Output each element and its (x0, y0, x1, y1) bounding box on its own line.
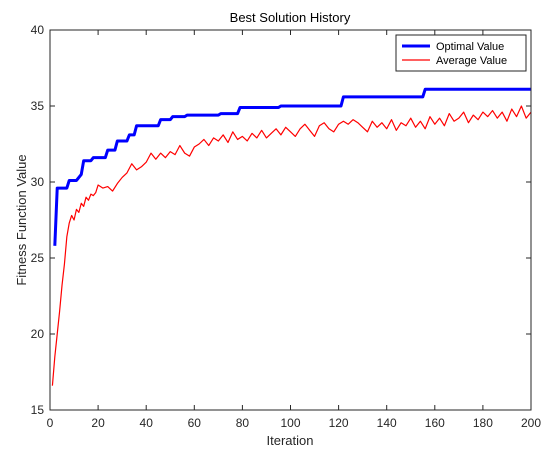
y-tick-label: 30 (31, 175, 45, 189)
x-tick-label: 20 (91, 416, 105, 430)
x-tick-label: 160 (425, 416, 445, 430)
series-line-optimal-value (53, 87, 531, 246)
x-tick-label: 100 (280, 416, 300, 430)
x-tick-label: 0 (47, 416, 54, 430)
legend-box (395, 34, 527, 72)
x-tick-label: 200 (521, 416, 541, 430)
y-tick-label: 15 (31, 403, 45, 417)
legend-label-average-value: Average Value (436, 55, 507, 67)
y-axis-label: Fitness Function Value (14, 154, 29, 285)
y-tick-label: 35 (31, 99, 45, 113)
x-tick-label: 40 (140, 416, 154, 430)
y-tick-label: 25 (31, 251, 45, 265)
x-tick-label: 180 (473, 416, 493, 430)
legend: Optimal Value Average Value (395, 34, 527, 72)
legend-label-optimal-value: Optimal Value (436, 41, 504, 53)
series-line-average-value (51, 105, 532, 386)
chart-title: Best Solution History (230, 10, 351, 25)
x-axis-label: Iteration (267, 433, 314, 448)
plot-area (50, 30, 531, 410)
x-tick-label: 140 (377, 416, 397, 430)
y-tick-label: 40 (31, 23, 45, 37)
axes-layer: 0 20 40 60 80 100 120 140 160 180 200 15 20 25 30 35 40 (31, 23, 542, 430)
x-tick-label: 60 (188, 416, 202, 430)
series-layer (51, 87, 532, 386)
x-tick-label: 80 (236, 416, 250, 430)
y-tick-label: 20 (31, 327, 45, 341)
x-tick-label: 120 (329, 416, 349, 430)
